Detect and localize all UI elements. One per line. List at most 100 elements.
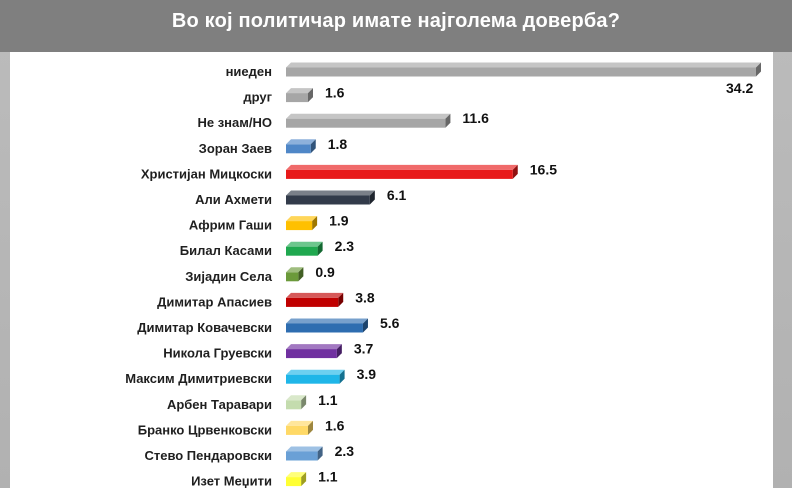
data-label: 1.9 <box>329 213 349 229</box>
bar <box>286 221 313 231</box>
bar-top-face <box>286 139 316 145</box>
bar-top-face <box>286 446 323 452</box>
bar-row: ниеден 34.2 <box>226 62 761 96</box>
bar-top-face <box>286 88 313 94</box>
bar-top-face <box>286 62 761 68</box>
bar-top-face <box>286 344 342 350</box>
bar <box>286 67 756 77</box>
bar-row: Димитар Ковачевски 5.6 <box>137 315 399 335</box>
bar-side-face <box>338 292 344 307</box>
data-label: 3.8 <box>355 289 375 305</box>
data-label: 34.2 <box>726 80 753 96</box>
category-label: Африм Гаши <box>189 218 272 233</box>
bar-row: Никола Груевски 3.7 <box>163 341 373 361</box>
category-label: Бранко Црвенковски <box>138 422 272 437</box>
data-label: 5.6 <box>380 315 400 331</box>
category-label: друг <box>243 90 272 105</box>
data-label: 6.1 <box>387 187 407 203</box>
data-label: 16.5 <box>530 161 557 177</box>
data-label: 3.9 <box>357 366 377 382</box>
bar <box>286 451 318 461</box>
bar-top-face <box>286 190 375 196</box>
bar-row: Христијан Мицкоски 16.5 <box>141 161 557 181</box>
bar-row: Максим Димитриевски 3.9 <box>125 366 376 386</box>
category-label: Стево Пендаровски <box>144 448 272 463</box>
bar-top-face <box>286 420 313 426</box>
bar-top-face <box>286 395 307 401</box>
category-label: Билал Касами <box>180 243 272 258</box>
bar-row: Зоран Заев 1.8 <box>199 136 348 156</box>
bar <box>286 349 337 359</box>
bar <box>286 272 299 282</box>
bar-row: Бранко Црвенковски 1.6 <box>138 417 345 437</box>
category-label: ниеден <box>226 64 272 79</box>
bar-side-face <box>312 216 318 231</box>
bar-side-face <box>512 164 518 179</box>
plot-panel: ниеден 34.2 друг 1.6 Не знам/НО 11.6 Зоран Зае… <box>10 52 773 488</box>
bar-side-face <box>756 62 761 77</box>
bar-row: Зијадин Села 0.9 <box>185 264 335 284</box>
bar-top-face <box>286 318 368 324</box>
bar <box>286 144 311 154</box>
bar-side-face <box>310 139 316 154</box>
bar-top-face <box>286 267 304 273</box>
category-label: Никола Груевски <box>163 346 272 361</box>
bar-row: Билал Касами 2.3 <box>180 238 355 258</box>
bar-row: Изет Меџити 1.1 <box>191 469 338 488</box>
category-label: Максим Димитриевски <box>125 371 272 386</box>
bar-side-face <box>301 395 307 410</box>
bar <box>286 425 308 435</box>
data-label: 0.9 <box>315 264 335 280</box>
bar-top-face <box>286 164 518 170</box>
bar-chart: ниеден 34.2 друг 1.6 Не знам/НО 11.6 Зоран Зае… <box>125 62 761 488</box>
bar-side-face <box>362 318 368 333</box>
category-label: Христијан Мицкоски <box>141 166 272 181</box>
bar <box>286 93 308 103</box>
bar <box>286 246 318 256</box>
title-band: Во кој политичар имате најголема доверба… <box>0 0 792 52</box>
bar-side-face <box>298 267 304 282</box>
bar-side-face <box>339 369 345 384</box>
category-label: Али Ахмети <box>195 192 272 207</box>
data-label: 2.3 <box>335 238 355 254</box>
data-label: 2.3 <box>335 443 355 459</box>
bar-side-face <box>307 420 313 435</box>
category-label: Димитар Ковачевски <box>137 320 272 335</box>
bar <box>286 195 370 205</box>
bar-row: друг 1.6 <box>243 85 344 105</box>
category-label: Изет Меџити <box>191 474 272 488</box>
bar <box>286 169 513 179</box>
bar-row: Африм Гаши 1.9 <box>189 213 349 233</box>
bar-side-face <box>317 446 323 461</box>
category-label: Зијадин Села <box>185 269 273 284</box>
bar <box>286 297 339 307</box>
bar-side-face <box>445 113 451 128</box>
data-label: 1.8 <box>328 136 348 152</box>
bar-row: Стево Пендаровски 2.3 <box>144 443 354 463</box>
bar-top-face <box>286 216 318 222</box>
data-label: 1.6 <box>325 417 345 433</box>
bar-side-face <box>301 472 307 487</box>
bar-row: Али Ахмети 6.1 <box>195 187 406 207</box>
bar-top-face <box>286 241 323 247</box>
data-label: 1.1 <box>318 469 338 485</box>
bar-top-face <box>286 369 345 375</box>
bars-layer: ниеден 34.2 друг 1.6 Не знам/НО 11.6 Зоран Зае… <box>125 62 761 488</box>
bar-side-face <box>369 190 375 205</box>
category-label: Не знам/НО <box>197 115 272 130</box>
bar-top-face <box>286 113 451 119</box>
data-label: 3.7 <box>354 341 374 357</box>
bar <box>286 477 302 487</box>
bar <box>286 374 340 384</box>
bar-side-face <box>317 241 323 256</box>
category-label: Зоран Заев <box>199 141 272 156</box>
bar-row: Арбен Таравари 1.1 <box>167 392 338 412</box>
bar-row: Димитар Апасиев 3.8 <box>157 289 375 309</box>
data-label: 11.6 <box>462 110 489 126</box>
category-label: Арбен Таравари <box>167 397 272 412</box>
bar <box>286 400 302 410</box>
category-label: Димитар Апасиев <box>157 294 272 309</box>
bar <box>286 118 446 128</box>
bar-top-face <box>286 472 307 478</box>
